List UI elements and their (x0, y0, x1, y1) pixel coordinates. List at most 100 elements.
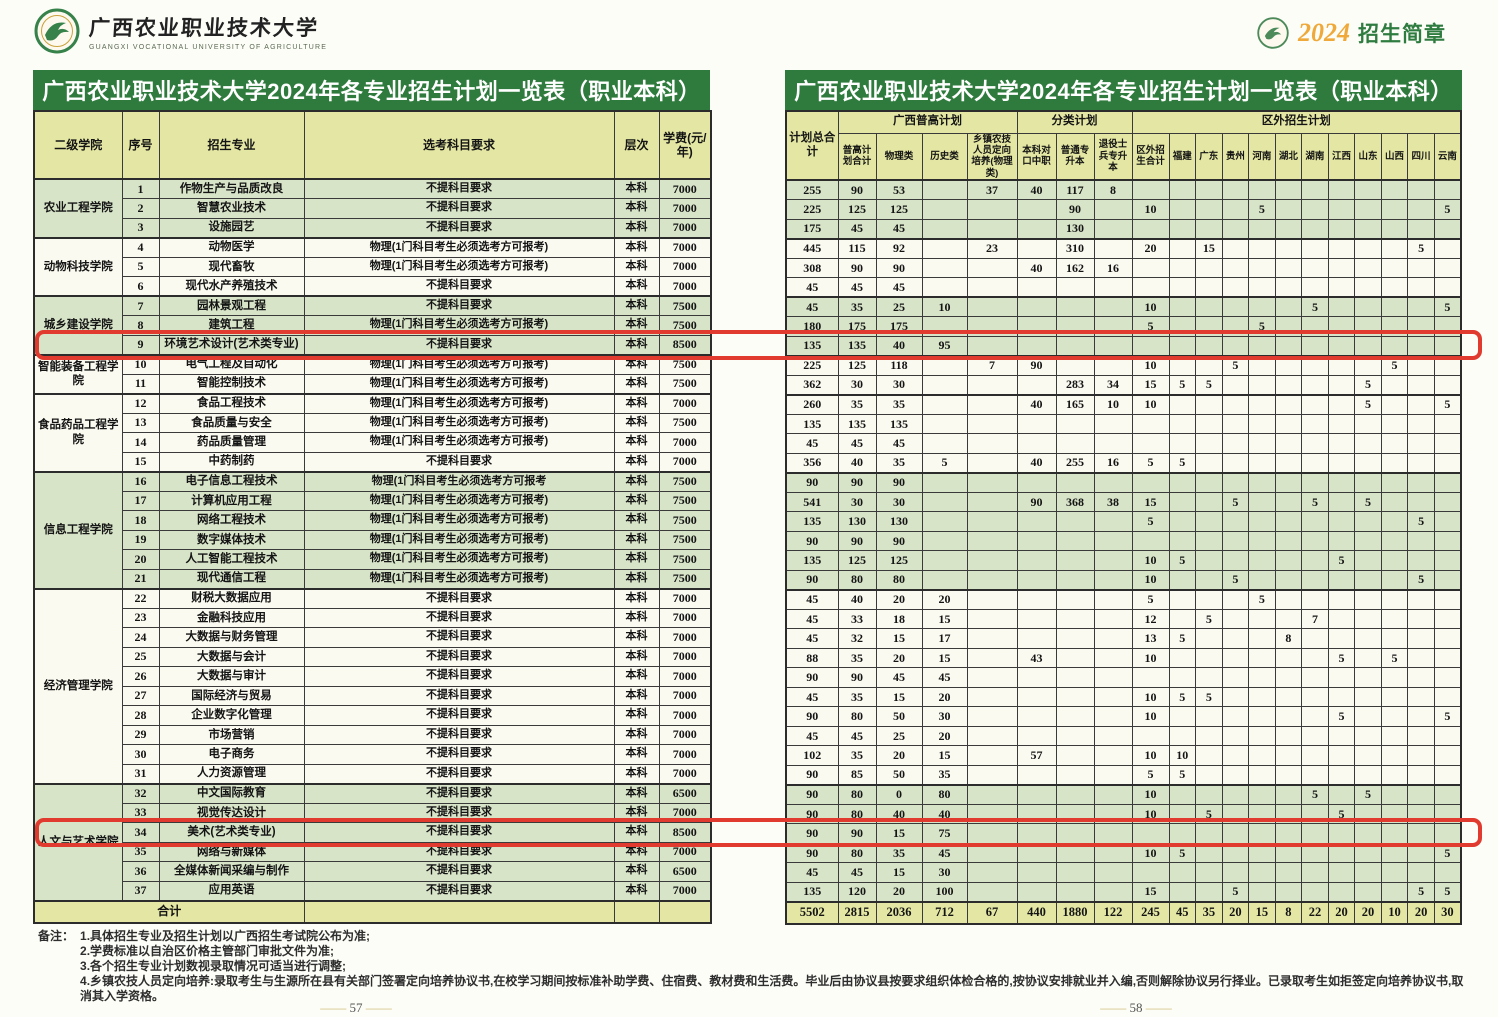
plan-value (1093, 511, 1133, 532)
plan-value (966, 628, 1018, 649)
plan-value (1354, 218, 1382, 240)
major-name: 美术(艺术类专业) (158, 822, 305, 843)
column-header: 区外招生合计 (1131, 132, 1170, 181)
plan-value (1274, 783, 1303, 805)
plan-value: 15 (1131, 881, 1170, 903)
plan-value (1168, 862, 1197, 883)
plan-value (966, 608, 1018, 630)
plan-value: 15 (921, 608, 968, 630)
tuition-fee: 7500 (658, 353, 712, 375)
plan-value (1016, 667, 1057, 688)
plan-value (1016, 686, 1057, 708)
plan-value (1055, 316, 1095, 337)
plan-value: 20 (921, 588, 968, 610)
plan-value (966, 783, 1018, 805)
plan-value (1301, 471, 1329, 493)
subject-requirement: 不提科目要求 (303, 295, 615, 316)
plan-value: 25 (875, 296, 923, 318)
row-number: 28 (121, 705, 160, 726)
header-row: 二级学院 序号 招生专业 选考科目要求 层次 学费(元/年) (33, 110, 712, 180)
plan-value (1055, 569, 1095, 591)
plan-value (966, 764, 1018, 786)
plan-value (1327, 823, 1356, 844)
plan-value (1380, 491, 1409, 513)
plan-value: 10 (1131, 296, 1170, 318)
row-number: 6 (121, 276, 160, 297)
major-row: 31 人力资源管理 不提科目要求 本科 7000 (34, 763, 712, 784)
major-name: 大数据与审计 (158, 666, 305, 687)
plan-value (921, 374, 968, 396)
plan-value (1093, 354, 1133, 376)
total-value: 2036 (875, 900, 923, 925)
plan-value (1354, 725, 1382, 747)
plan-value (1407, 199, 1435, 220)
plan-value (1195, 745, 1223, 766)
plan-value (1407, 764, 1435, 786)
plan-value (1407, 550, 1435, 571)
plan-value (1433, 764, 1462, 786)
major-name: 电子商务 (158, 744, 305, 765)
plan-value: 356 (785, 452, 839, 474)
plan-value (1380, 686, 1409, 708)
plan-value (1195, 393, 1223, 415)
plan-value (1274, 823, 1303, 844)
plan-value: 5 (1131, 588, 1170, 610)
plan-value (1301, 374, 1329, 396)
plan-value: 45 (875, 667, 923, 688)
plan-value (1433, 862, 1462, 883)
plan-value (1195, 491, 1223, 513)
plan-value: 120 (837, 881, 877, 903)
row-number: 14 (121, 432, 160, 453)
plan-value: 5 (1327, 706, 1356, 727)
plan-value (1354, 608, 1382, 630)
plan-value (1093, 199, 1133, 220)
level: 本科 (613, 315, 660, 336)
plan-value (1248, 393, 1276, 415)
total-value: 245 (1131, 900, 1170, 925)
plan-value (1274, 842, 1303, 864)
plan-value (1055, 354, 1095, 376)
plan-value (1301, 179, 1329, 201)
plan-value (1380, 452, 1409, 474)
plan-value (1274, 686, 1303, 708)
tuition-fee: 7000 (658, 607, 712, 628)
plan-value (1274, 569, 1303, 591)
plan-value (1327, 745, 1356, 766)
plan-value (1093, 647, 1133, 669)
tuition-fee: 7000 (658, 666, 712, 687)
plan-value: 90 (875, 530, 923, 552)
plan-value (1274, 218, 1303, 240)
plan-value (1301, 667, 1329, 688)
plan-value (1301, 199, 1329, 220)
plan-value (1407, 393, 1435, 415)
plan-value (921, 530, 968, 552)
major-row: 6 现代水产养殖技术 不提科目要求 本科 7000 (34, 276, 712, 297)
plan-value: 40 (837, 452, 877, 474)
plan-value (1055, 667, 1095, 688)
page-number-right: —— 58 —— (1076, 1000, 1196, 1016)
plan-value (1380, 511, 1409, 532)
plan-value: 40 (921, 803, 968, 825)
subject-requirement: 不提科目要求 (303, 763, 615, 784)
plan-value (1131, 862, 1170, 883)
plan-value (1354, 569, 1382, 591)
plan-value: 541 (785, 491, 839, 513)
university-name-block: 广西农业职业技术大学 GUANGXI VOCATIONAL UNIVERSITY… (88, 12, 327, 51)
plan-row: 225 125 118 7 90 10 5 5 (785, 354, 1462, 376)
plan-value (1248, 218, 1276, 240)
plan-value (1354, 706, 1382, 727)
plan-value (1380, 745, 1409, 766)
total-value: 8 (1274, 900, 1303, 925)
plan-value (1301, 725, 1329, 747)
plan-row: 135 125 125 10 5 5 (785, 550, 1462, 571)
plan-value (1433, 237, 1462, 259)
plan-value (966, 277, 1018, 298)
plan-row: 180 175 175 5 5 (785, 316, 1462, 337)
major-name: 智慧农业技术 (158, 198, 305, 219)
plan-row: 225 125 125 90 10 5 5 (785, 199, 1462, 220)
plan-value (1301, 316, 1329, 337)
plan-value (1327, 218, 1356, 240)
major-row: 15 中药制药 不提科目要求 本科 7000 (34, 451, 712, 472)
level: 本科 (613, 782, 660, 804)
plan-value (1354, 413, 1382, 435)
